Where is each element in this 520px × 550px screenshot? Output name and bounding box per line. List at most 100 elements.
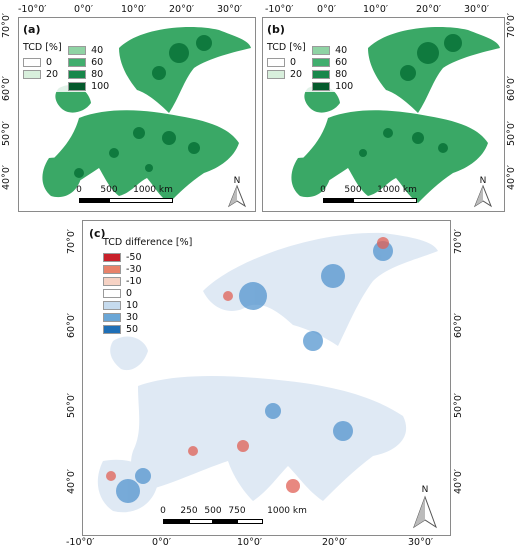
lat-tick: 60°0′ bbox=[66, 312, 77, 338]
lat-tick: 60°0′ bbox=[506, 75, 517, 101]
legend-label: 80 bbox=[335, 68, 348, 80]
legend-b: TCD [%] 0 20 40 60 80 100 bbox=[267, 42, 354, 92]
legend-swatch bbox=[312, 69, 331, 79]
legend-item: 30 bbox=[103, 311, 192, 323]
legend-swatch bbox=[103, 300, 121, 310]
lon-tick: 30°0′ bbox=[217, 4, 243, 15]
lon-tick: -10°0′ bbox=[18, 4, 47, 15]
scale-segment bbox=[79, 198, 109, 203]
lat-tick: 70°0′ bbox=[1, 12, 12, 38]
lon-tick: -10°0′ bbox=[66, 537, 95, 548]
lon-tick: 20°0′ bbox=[169, 4, 195, 15]
legend-swatch bbox=[103, 288, 121, 298]
lat-tick: 70°0′ bbox=[453, 228, 464, 254]
map-panel-c: (c) TCD difference [%] -50 -30 -10 0 10 … bbox=[82, 220, 451, 536]
legend-item: 80 bbox=[68, 68, 109, 80]
legend-label: 40 bbox=[335, 44, 348, 56]
legend-swatch bbox=[103, 312, 121, 322]
lat-tick: 70°0′ bbox=[506, 12, 517, 38]
legend-label: 40 bbox=[91, 44, 104, 56]
legend-label: 100 bbox=[91, 80, 110, 92]
legend-swatch bbox=[312, 81, 331, 91]
panel-label-a: (a) bbox=[23, 23, 41, 36]
legend-label: 100 bbox=[335, 80, 354, 92]
legend-swatch bbox=[23, 69, 41, 79]
lon-tick: 10°0′ bbox=[363, 4, 389, 15]
lat-tick: 40°0′ bbox=[506, 164, 517, 190]
legend-c: TCD difference [%] -50 -30 -10 0 10 30 5… bbox=[103, 237, 193, 335]
legend-label: 0 bbox=[126, 287, 133, 299]
lon-tick: 10°0′ bbox=[237, 537, 263, 548]
legend-label: 0 bbox=[46, 56, 53, 68]
scale-label: 0 bbox=[320, 185, 326, 195]
scale-bar-a: 0 500 1000 km bbox=[75, 186, 185, 206]
legend-item: 0 bbox=[103, 287, 192, 299]
scale-label: 250 bbox=[180, 506, 198, 516]
scale-label: 1000 km bbox=[377, 185, 417, 195]
north-label: N bbox=[233, 176, 241, 186]
lat-tick: 60°0′ bbox=[453, 312, 464, 338]
legend-label: -50 bbox=[126, 251, 142, 263]
legend-swatch bbox=[103, 276, 121, 286]
scale-label: 1000 km bbox=[267, 506, 307, 516]
legend-item: 40 bbox=[68, 44, 109, 56]
legend-item: 0 bbox=[23, 56, 58, 68]
map-panel-a: (a) TCD [%] 0 20 40 60 80 100 0 500 1000… bbox=[18, 17, 256, 212]
panel-label-b: (b) bbox=[267, 23, 285, 36]
scale-segment bbox=[189, 519, 213, 524]
legend-label: 60 bbox=[335, 56, 348, 68]
scale-label: 0 bbox=[160, 506, 166, 516]
legend-label: -30 bbox=[126, 263, 142, 275]
tcd-difference-map bbox=[97, 232, 438, 513]
lon-tick: 0°0′ bbox=[152, 537, 171, 548]
legend-swatch bbox=[312, 57, 331, 67]
legend-item: 10 bbox=[103, 299, 192, 311]
legend-item: -10 bbox=[103, 275, 192, 287]
lat-tick: 50°0′ bbox=[66, 392, 77, 418]
lon-tick: -10°0′ bbox=[265, 4, 294, 15]
legend-item: 60 bbox=[312, 56, 353, 68]
legend-swatch bbox=[68, 45, 87, 55]
legend-item: -50 bbox=[103, 251, 192, 263]
lon-tick: 20°0′ bbox=[322, 537, 348, 548]
legend-item: 20 bbox=[267, 68, 302, 80]
scale-label: 500 bbox=[204, 506, 222, 516]
legend-swatch bbox=[68, 81, 87, 91]
scale-label: 1000 km bbox=[133, 185, 173, 195]
lat-tick: 40°0′ bbox=[453, 468, 464, 494]
legend-swatch bbox=[103, 252, 121, 262]
legend-item: -30 bbox=[103, 263, 192, 275]
scale-bar-b: 0 500 1000 km bbox=[319, 186, 429, 206]
scale-label: 0 bbox=[76, 185, 82, 195]
legend-swatch bbox=[68, 57, 87, 67]
legend-item: 80 bbox=[312, 68, 353, 80]
map-panel-b: (b) TCD [%] 0 20 40 60 80 100 0 500 1000… bbox=[262, 17, 505, 212]
legend-swatch bbox=[103, 324, 121, 334]
legend-item: 20 bbox=[23, 68, 58, 80]
scale-segment bbox=[213, 519, 237, 524]
legend-label: 10 bbox=[126, 299, 139, 311]
legend-label: 80 bbox=[91, 68, 104, 80]
scale-label: 500 bbox=[344, 185, 362, 195]
scale-segment bbox=[163, 519, 189, 524]
north-label: N bbox=[421, 485, 429, 495]
legend-item: 0 bbox=[267, 56, 302, 68]
legend-item: 40 bbox=[312, 44, 353, 56]
north-arrow-b: N bbox=[471, 176, 495, 208]
legend-swatch bbox=[68, 69, 87, 79]
legend-item: 50 bbox=[103, 323, 192, 335]
lat-tick: 50°0′ bbox=[453, 392, 464, 418]
legend-label: -10 bbox=[126, 275, 142, 287]
legend-label: 30 bbox=[126, 311, 139, 323]
scale-segment bbox=[323, 198, 353, 203]
north-arrow-icon bbox=[413, 495, 437, 529]
lon-tick: 30°0′ bbox=[464, 4, 490, 15]
scale-segment bbox=[109, 198, 173, 203]
scale-segment bbox=[237, 519, 263, 524]
legend-swatch bbox=[267, 69, 285, 79]
lat-tick: 50°0′ bbox=[506, 120, 517, 146]
lon-tick: 20°0′ bbox=[416, 4, 442, 15]
scale-bar-c: 0 250 500 750 1000 km bbox=[159, 507, 339, 529]
legend-label: 20 bbox=[290, 68, 303, 80]
legend-swatch bbox=[23, 57, 41, 67]
